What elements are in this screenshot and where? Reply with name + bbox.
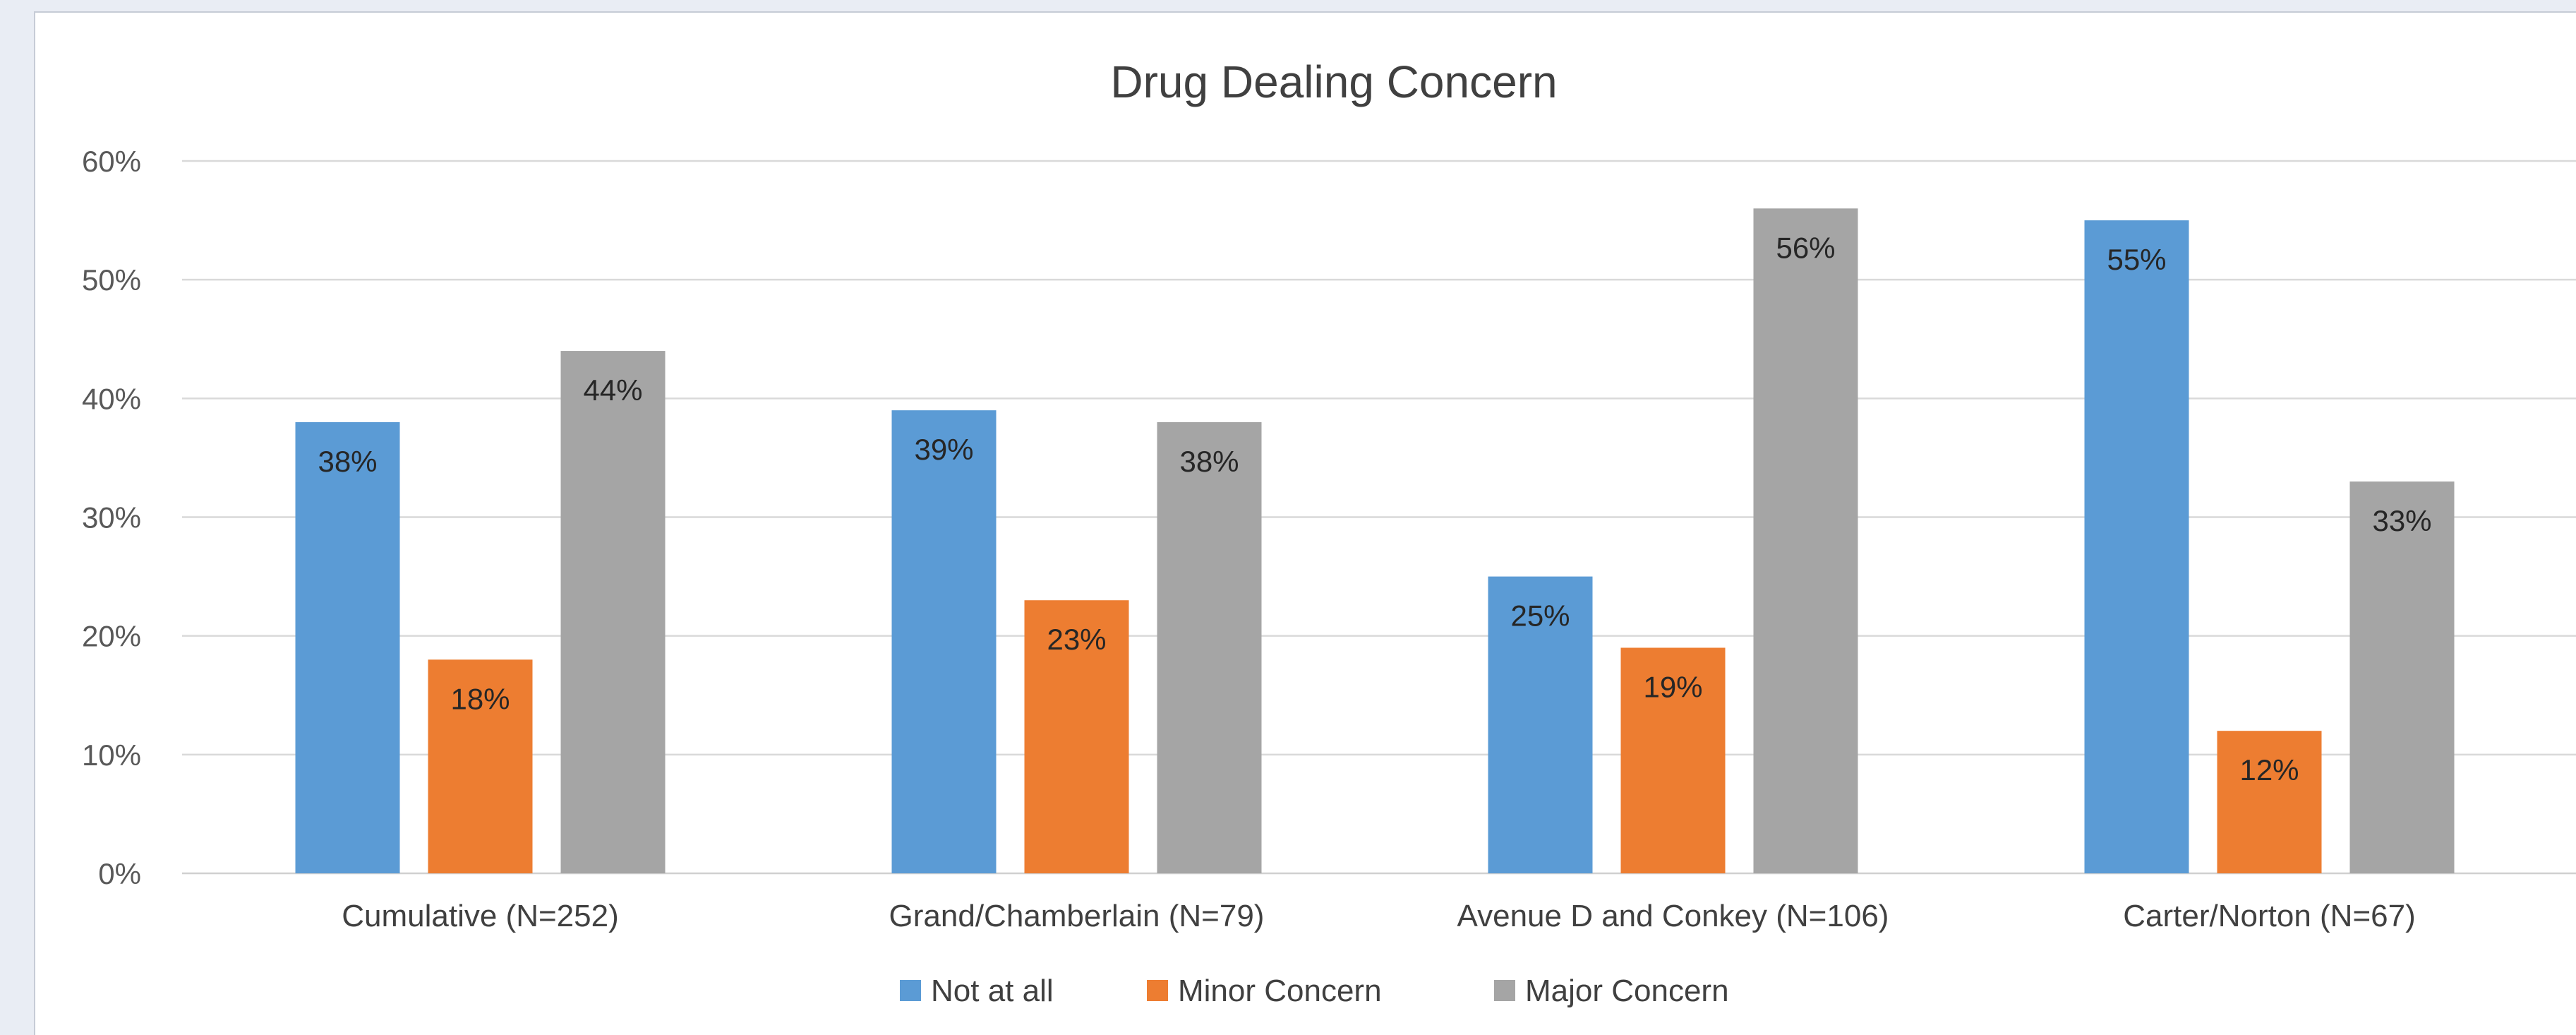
- bar-3-2: [1157, 421, 1262, 873]
- data-label: 56%: [1776, 231, 1835, 264]
- data-label: 33%: [2372, 504, 2431, 537]
- bar-1-3: [1488, 576, 1593, 873]
- legend-label: Not at all: [931, 974, 1054, 1008]
- y-tick-label: 10%: [82, 738, 141, 772]
- data-label: 38%: [1179, 445, 1239, 478]
- bars: [295, 208, 2455, 874]
- data-label: 18%: [450, 682, 510, 715]
- bar-3-3: [1753, 208, 1858, 873]
- legend-swatch: [1147, 980, 1168, 1001]
- data-label: 39%: [914, 433, 973, 466]
- data-label: 38%: [318, 445, 377, 478]
- bar-1-4: [2084, 220, 2189, 873]
- x-category-label: Grand/Chamberlain (N=79): [889, 899, 1265, 933]
- x-category-label: Avenue D and Conkey (N=106): [1457, 899, 1889, 933]
- legend-swatch: [900, 980, 921, 1001]
- x-category-label: Carter/Norton (N=67): [2123, 899, 2415, 933]
- data-label: 23%: [1047, 623, 1106, 656]
- legend-label: Minor Concern: [1178, 974, 1382, 1008]
- bar-2-4: [2217, 731, 2322, 873]
- bar-2-1: [428, 659, 533, 873]
- bar-2-2: [1024, 600, 1129, 873]
- y-tick-label: 50%: [82, 263, 141, 297]
- y-tick-label: 60%: [82, 145, 141, 178]
- legend-label: Major Concern: [1525, 974, 1729, 1008]
- data-label: 19%: [1643, 670, 1702, 703]
- x-category-label: Cumulative (N=252): [342, 899, 619, 933]
- bar-1-2: [891, 410, 997, 873]
- y-tick-label: 20%: [82, 620, 141, 653]
- chart-title: Drug Dealing Concern: [1110, 56, 1557, 107]
- data-label: 12%: [2239, 753, 2299, 786]
- bar-3-1: [560, 351, 666, 874]
- data-label: 55%: [2107, 243, 2166, 276]
- data-label: 25%: [1510, 599, 1570, 633]
- y-tick-label: 40%: [82, 382, 141, 415]
- bar-2-3: [1620, 647, 1726, 873]
- y-axis-ticks: 0% 10% 20% 30% 40% 50% 60%: [82, 145, 141, 890]
- bar-1-1: [295, 421, 400, 873]
- data-labels: 38% 18% 44% 39% 23% 38% 25% 19% 56% 55% 12% 33%: [318, 231, 2431, 786]
- gridlines: [182, 160, 2576, 875]
- legend-swatch: [1494, 980, 1515, 1001]
- x-axis-categories: Cumulative (N=252) Grand/Chamberlain (N=7…: [342, 899, 2415, 933]
- legend: Not at all Minor Concern Major Concern: [900, 974, 1729, 1008]
- y-tick-label: 0%: [98, 857, 141, 890]
- bar-3-4: [2349, 481, 2455, 873]
- y-tick-label: 30%: [82, 501, 141, 534]
- data-label: 44%: [583, 373, 642, 407]
